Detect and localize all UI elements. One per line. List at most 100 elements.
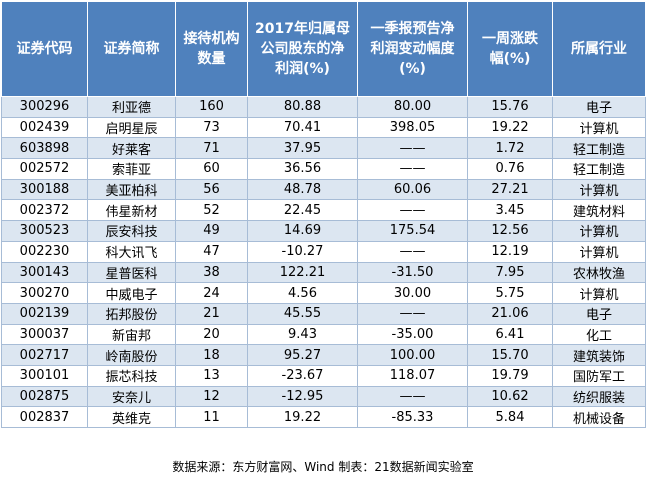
- cell-code: 300143: [1, 261, 88, 284]
- column-header-code: 证券代码: [1, 1, 88, 97]
- cell-institution-count: 73: [175, 116, 248, 139]
- source-footer: 数据来源：东方财富网、Wind 制表：21数据新闻实验室: [0, 457, 646, 477]
- column-header-line: 利润变动幅度: [370, 41, 455, 57]
- cell-code: 300296: [1, 96, 88, 118]
- cell-q1-forecast-change: ——: [357, 240, 468, 263]
- cell-industry: 轻工制造: [552, 158, 646, 180]
- table-row: 002439 启明星辰 73 70.41 398.05 19.22 计算机: [1, 116, 646, 139]
- cell-institution-count: 71: [175, 137, 248, 160]
- cell-net-profit-2017: 22.45: [247, 199, 358, 222]
- cell-name: 伟星新材: [87, 199, 176, 222]
- cell-code: 300037: [1, 323, 88, 346]
- cell-name: 安奈儿: [87, 385, 176, 408]
- cell-net-profit-2017: -12.95: [247, 385, 358, 408]
- column-header-line: 证券代码: [16, 41, 73, 57]
- cell-name: 星普医科: [87, 261, 176, 284]
- column-header-line: 2017年归属母: [255, 21, 350, 37]
- table-row: 300101 振芯科技 13 -23.67 118.07 19.79 国防军工: [1, 364, 646, 387]
- cell-code: 300523: [1, 220, 88, 242]
- column-header-institution-count: 接待机构 数量: [175, 1, 248, 97]
- table-row: 300188 美亚柏科 56 48.78 60.06 27.21 计算机: [1, 178, 646, 201]
- cell-code: 002439: [1, 116, 88, 139]
- table-row: 300143 星普医科 38 122.21 -31.50 7.95 农林牧渔: [1, 261, 646, 284]
- cell-net-profit-2017: 4.56: [247, 282, 358, 304]
- cell-industry: 机械设备: [552, 406, 646, 428]
- table-row: 300037 新宙邦 20 9.43 -35.00 6.41 化工: [1, 323, 646, 346]
- cell-weekly-change: 6.41: [467, 323, 553, 346]
- cell-q1-forecast-change: ——: [357, 137, 468, 160]
- cell-weekly-change: 15.76: [467, 96, 553, 118]
- cell-name: 索菲亚: [87, 158, 176, 180]
- cell-net-profit-2017: 95.27: [247, 344, 358, 366]
- cell-name: 中威电子: [87, 282, 176, 304]
- cell-weekly-change: 0.76: [467, 158, 553, 180]
- table-row: 002717 岭南股份 18 95.27 100.00 15.70 建筑装饰: [1, 344, 646, 366]
- cell-net-profit-2017: 70.41: [247, 116, 358, 139]
- column-header-line: 一周涨跌: [482, 31, 538, 47]
- cell-industry: 建筑装饰: [552, 344, 646, 366]
- cell-name: 岭南股份: [87, 344, 176, 366]
- column-header-line: 一季报预告净: [370, 21, 455, 37]
- column-header-name: 证券简称: [87, 1, 176, 97]
- cell-code: 603898: [1, 137, 88, 160]
- cell-name: 利亚德: [87, 96, 176, 118]
- cell-name: 新宙邦: [87, 323, 176, 346]
- cell-code: 002230: [1, 240, 88, 263]
- table-row: 002139 拓邦股份 21 45.55 —— 21.06 电子: [1, 302, 646, 325]
- cell-institution-count: 60: [175, 158, 248, 180]
- cell-name: 启明星辰: [87, 116, 176, 139]
- column-header-industry: 所属行业: [552, 1, 646, 97]
- cell-q1-forecast-change: ——: [357, 199, 468, 222]
- cell-code: 300270: [1, 282, 88, 304]
- cell-q1-forecast-change: 30.00: [357, 282, 468, 304]
- cell-name: 英维克: [87, 406, 176, 428]
- cell-weekly-change: 12.56: [467, 220, 553, 242]
- cell-code: 002572: [1, 158, 88, 180]
- table-row: 300523 辰安科技 49 14.69 175.54 12.56 计算机: [1, 220, 646, 242]
- cell-net-profit-2017: 80.88: [247, 96, 358, 118]
- column-header-line: 接待机构: [183, 31, 240, 47]
- cell-industry: 纺织服装: [552, 385, 646, 408]
- cell-name: 拓邦股份: [87, 302, 176, 325]
- cell-q1-forecast-change: 118.07: [357, 364, 468, 387]
- cell-net-profit-2017: -23.67: [247, 364, 358, 387]
- cell-net-profit-2017: 37.95: [247, 137, 358, 160]
- cell-code: 002372: [1, 199, 88, 222]
- cell-industry: 电子: [552, 96, 646, 118]
- table-row: 002230 科大讯飞 47 -10.27 —— 12.19 计算机: [1, 240, 646, 263]
- cell-weekly-change: 5.75: [467, 282, 553, 304]
- cell-net-profit-2017: 45.55: [247, 302, 358, 325]
- column-header-weekly-change: 一周涨跌 幅(%): [467, 1, 553, 97]
- cell-institution-count: 20: [175, 323, 248, 346]
- table-header: 证券代码 证券简称 接待机构 数量 2017年归属母 公司股东的净 利润(%) 一季报预告净利…: [1, 1, 646, 97]
- cell-q1-forecast-change: ——: [357, 158, 468, 180]
- cell-q1-forecast-change: 398.05: [357, 116, 468, 139]
- cell-institution-count: 21: [175, 302, 248, 325]
- cell-industry: 计算机: [552, 178, 646, 201]
- cell-net-profit-2017: -10.27: [247, 240, 358, 263]
- cell-weekly-change: 1.72: [467, 137, 553, 160]
- cell-institution-count: 24: [175, 282, 248, 304]
- cell-industry: 国防军工: [552, 364, 646, 387]
- cell-institution-count: 18: [175, 344, 248, 366]
- cell-weekly-change: 12.19: [467, 240, 553, 263]
- cell-institution-count: 160: [175, 96, 248, 118]
- cell-industry: 计算机: [552, 282, 646, 304]
- cell-weekly-change: 15.70: [467, 344, 553, 366]
- cell-net-profit-2017: 36.56: [247, 158, 358, 180]
- cell-weekly-change: 7.95: [467, 261, 553, 284]
- cell-code: 002875: [1, 385, 88, 408]
- cell-name: 科大讯飞: [87, 240, 176, 263]
- cell-q1-forecast-change: -31.50: [357, 261, 468, 284]
- cell-weekly-change: 5.84: [467, 406, 553, 428]
- column-header-line: 所属行业: [571, 41, 627, 57]
- column-header-line: 公司股东的净: [260, 41, 345, 57]
- table-row: 002837 英维克 11 19.22 -85.33 5.84 机械设备: [1, 406, 646, 428]
- column-header-q1-forecast-change: 一季报预告净 利润变动幅度 (%): [357, 1, 468, 97]
- cell-institution-count: 52: [175, 199, 248, 222]
- cell-industry: 建筑材料: [552, 199, 646, 222]
- cell-weekly-change: 19.79: [467, 364, 553, 387]
- cell-industry: 计算机: [552, 220, 646, 242]
- cell-weekly-change: 27.21: [467, 178, 553, 201]
